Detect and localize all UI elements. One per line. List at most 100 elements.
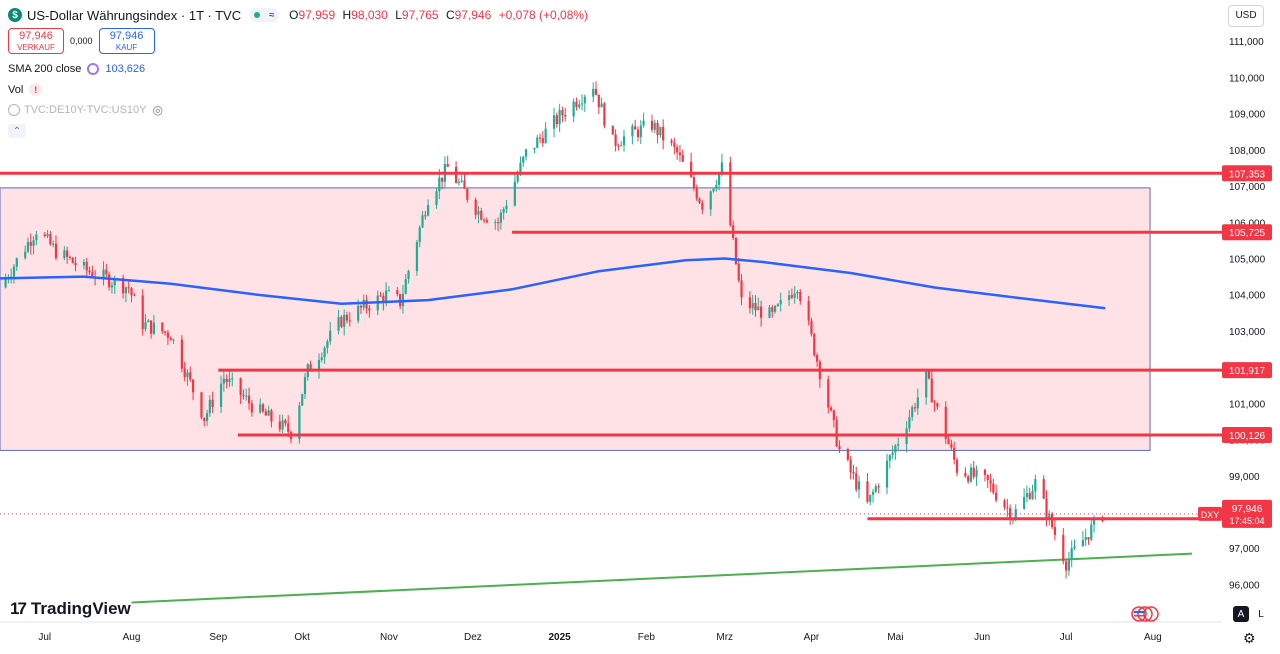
candle-body	[49, 234, 52, 245]
candle-body	[1009, 508, 1012, 520]
compare-label: TVC:DE10Y-TVC:US10Y	[24, 104, 147, 116]
candle-body	[815, 355, 819, 362]
candle-body	[715, 184, 718, 189]
x-tick-label: Aug	[1144, 632, 1162, 643]
candle-body	[538, 137, 542, 139]
compare-indicator-row[interactable]: TVC:DE10Y-TVC:US10Y ◎	[8, 103, 163, 117]
x-tick-label: Feb	[638, 632, 656, 643]
candle-body	[1042, 479, 1045, 499]
candle-body	[1067, 559, 1070, 571]
candle-body	[947, 439, 950, 445]
candle-body	[835, 420, 838, 447]
candle-body	[519, 162, 522, 175]
candle-body	[317, 359, 321, 372]
candle-body	[1087, 537, 1090, 540]
candle-body	[810, 320, 813, 334]
candle-body	[169, 337, 172, 341]
horizontal-levels	[0, 171, 1222, 521]
candle-body	[1048, 513, 1051, 519]
market-status-button[interactable]: ≈	[249, 8, 280, 22]
candle-body	[477, 210, 480, 215]
candle-body	[913, 407, 917, 409]
gear-icon[interactable]: ⚙	[1243, 630, 1256, 646]
candle-body	[326, 341, 329, 348]
eye-hidden-icon[interactable]: ◎	[152, 103, 163, 117]
collapse-legend-button[interactable]: ⌃	[8, 124, 26, 138]
level-label-bg	[1222, 165, 1272, 182]
candle-body	[357, 305, 360, 321]
candle-body	[385, 290, 388, 303]
candle-body	[1090, 524, 1093, 540]
candle-body	[239, 378, 242, 396]
candle-body	[874, 486, 877, 492]
level-label-bg	[1222, 362, 1272, 379]
y-tick-label: 109,000	[1229, 110, 1266, 121]
candle-body	[855, 473, 858, 490]
y-tick-label: 103,000	[1229, 327, 1266, 338]
candle-body	[857, 481, 861, 490]
range-zone	[0, 187, 1151, 451]
candle-body	[972, 467, 975, 477]
candle-body	[533, 147, 536, 150]
candle-body	[74, 262, 77, 266]
sma-indicator-row[interactable]: SMA 200 close 103,626	[8, 63, 145, 75]
level-labels: 107,353105,725101,917100,12697,811DXY97,…	[1198, 165, 1272, 528]
candle-body	[261, 404, 265, 412]
candle-body	[944, 406, 947, 440]
candle-body	[88, 270, 91, 273]
candle-body	[888, 455, 891, 461]
sma-label: SMA 200 close	[8, 63, 82, 75]
candle-body	[555, 115, 558, 125]
currency-selector[interactable]: USD	[1228, 5, 1264, 27]
level-label-bg	[1222, 426, 1272, 443]
candle-body	[1028, 493, 1031, 499]
candle-body	[1070, 548, 1073, 560]
candle-body	[1053, 527, 1057, 535]
y-tick-label: 104,000	[1229, 291, 1266, 302]
countdown-label: 17:45:04	[1229, 516, 1264, 526]
candle-body	[225, 378, 228, 383]
candle-body	[662, 126, 665, 141]
candle-body	[396, 290, 399, 295]
candle-body	[793, 293, 796, 298]
candle-body	[264, 411, 267, 416]
candle-body	[71, 257, 74, 263]
candle-body	[247, 395, 251, 404]
candle-body	[692, 176, 696, 188]
candle-body	[320, 357, 323, 360]
candle-body	[191, 379, 195, 393]
sell-button[interactable]: 97,946 VERKAUF	[8, 28, 64, 54]
candle-body	[26, 241, 30, 252]
candle-body	[211, 399, 214, 407]
candle-body	[203, 417, 206, 422]
log-scale-button[interactable]: L	[1258, 608, 1264, 620]
vol-indicator-row[interactable]: Vol !	[8, 83, 43, 96]
sma-value: 103,626	[105, 63, 146, 75]
candle-body	[219, 383, 223, 407]
candle-body	[748, 297, 752, 309]
us-flag-icon[interactable]	[1129, 606, 1161, 622]
candle-body	[231, 378, 234, 380]
candle-body	[455, 166, 458, 183]
candle-body	[505, 205, 508, 210]
candle-body	[852, 471, 855, 474]
candle-body	[639, 125, 642, 138]
x-tick-label: Mrz	[716, 632, 733, 643]
buy-button[interactable]: 97,946 KAUF	[98, 28, 155, 54]
sync-icon[interactable]	[87, 63, 100, 75]
auto-scale-button[interactable]: A	[1233, 606, 1249, 622]
candle-body	[281, 420, 284, 430]
candle-body	[614, 134, 617, 146]
candle-body	[387, 290, 391, 292]
candle-body	[35, 234, 38, 241]
candle-body	[382, 296, 385, 303]
support-trendline	[131, 552, 1193, 604]
candle-body	[365, 299, 368, 309]
candle-body	[130, 288, 133, 296]
warning-icon[interactable]: !	[29, 83, 43, 96]
candle-body	[482, 219, 486, 221]
ohlc-values: O97,959 H98,030 L97,765 C97,946 +0,078 (…	[289, 8, 589, 22]
symbol-title[interactable]: US-Dollar Währungsindex · 1T · TVC	[27, 7, 242, 23]
candle-body	[12, 266, 16, 277]
